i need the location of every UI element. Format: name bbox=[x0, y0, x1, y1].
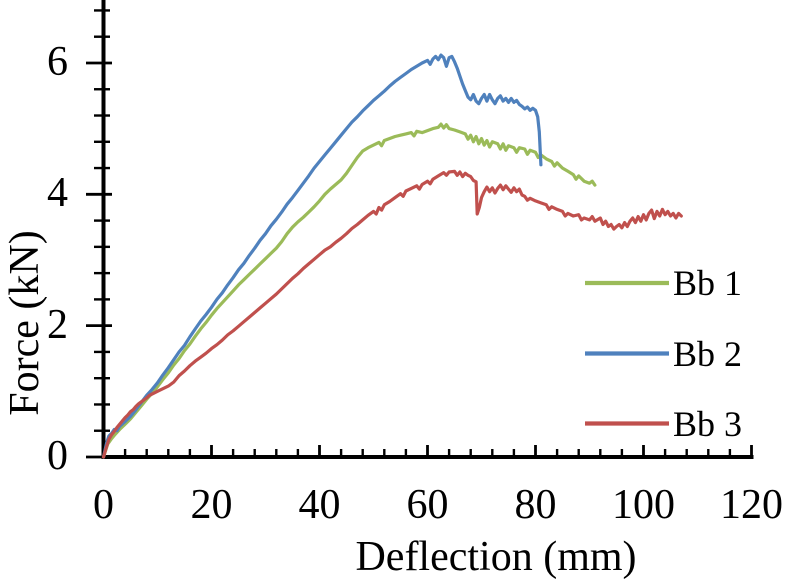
series-line-bb1 bbox=[101, 122, 597, 459]
y-axis-title: Force (kN) bbox=[2, 230, 48, 416]
y-tick-label-2: 2 bbox=[47, 301, 68, 348]
x-tick-label-20: 20 bbox=[190, 482, 233, 528]
x-tick-label-80: 80 bbox=[514, 482, 557, 528]
legend-label-bb2: Bb 2 bbox=[673, 333, 743, 374]
x-tick-label-40: 40 bbox=[298, 482, 341, 528]
series-line-bb3 bbox=[101, 169, 683, 459]
legend-label-bb1: Bb 1 bbox=[673, 263, 743, 303]
x-tick-label-120: 120 bbox=[720, 482, 783, 528]
y-tick-label-0: 0 bbox=[47, 433, 68, 479]
x-tick-label-60: 60 bbox=[406, 482, 449, 528]
legend-label-bb3: Bb 3 bbox=[673, 403, 743, 444]
series-line-bb2 bbox=[101, 53, 543, 459]
y-tick-label-4: 4 bbox=[47, 170, 68, 217]
y-tick-label-6: 6 bbox=[47, 38, 68, 85]
x-axis-title: Deflection (mm) bbox=[355, 534, 637, 580]
x-tick-label-100: 100 bbox=[612, 482, 675, 528]
x-tick-label-0: 0 bbox=[93, 482, 114, 528]
